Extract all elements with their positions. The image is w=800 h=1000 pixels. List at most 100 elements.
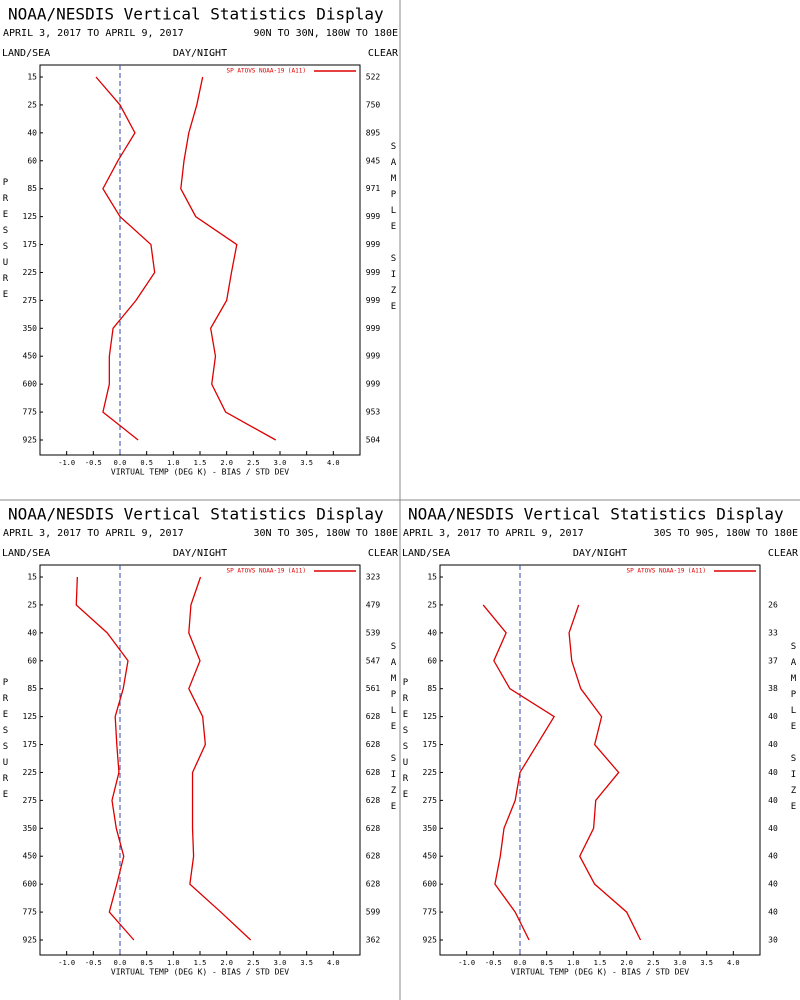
pressure-label: 125 xyxy=(423,712,438,721)
region: 30S TO 90S, 180W TO 180E xyxy=(654,528,799,539)
sample-size: 999 xyxy=(366,296,381,305)
sample-size: 26 xyxy=(768,600,778,609)
y-axis-label: PRESSURE xyxy=(1,678,11,806)
x-tick-label: -0.5 xyxy=(85,459,102,467)
x-tick-label: 3.0 xyxy=(674,959,687,967)
panel: NOAA/NESDIS Vertical Statistics Display A… xyxy=(1,505,399,977)
x-tick-label: 0.0 xyxy=(114,959,127,967)
sample-size: 362 xyxy=(366,936,381,945)
pressure-label: 450 xyxy=(23,352,38,361)
x-axis-label: VIRTUAL TEMP (DEG K) - BIAS / STD DEV xyxy=(111,968,289,977)
pressure-label: 60 xyxy=(27,156,37,165)
pressure-label: 775 xyxy=(23,408,38,417)
x-tick-label: -0.5 xyxy=(85,959,102,967)
day-night-label: DAY/NIGHT xyxy=(173,48,227,59)
sample-size: 999 xyxy=(366,212,381,221)
x-tick-label: 1.0 xyxy=(167,959,180,967)
profile-line xyxy=(188,576,252,941)
y-axis-label: PRESSURE xyxy=(1,178,11,306)
pressure-label: 450 xyxy=(23,852,38,861)
sample-size: 628 xyxy=(366,824,381,833)
clear-label: CLEAR xyxy=(368,48,399,59)
date-range: APRIL 3, 2017 TO APRIL 9, 2017 xyxy=(403,528,584,539)
plot-frame xyxy=(39,64,361,456)
date-range: APRIL 3, 2017 TO APRIL 9, 2017 xyxy=(3,28,184,39)
x-tick-label: 4.0 xyxy=(327,959,340,967)
x-tick-label: 2.0 xyxy=(220,959,233,967)
sample-size: 895 xyxy=(366,128,381,137)
pressure-label: 85 xyxy=(27,684,37,693)
legend-label: SP ATOVS NOAA-19 (A11) xyxy=(227,68,306,75)
pressure-label: 600 xyxy=(23,380,38,389)
region: 30N TO 30S, 180W TO 180E xyxy=(254,528,399,539)
x-tick-label: 1.5 xyxy=(194,459,207,467)
sample-size: 628 xyxy=(366,880,381,889)
x-tick-label: 3.0 xyxy=(274,459,287,467)
panel: NOAA/NESDIS Vertical Statistics Display A… xyxy=(401,505,799,977)
y-axis-label: PRESSURE xyxy=(401,678,411,806)
sample-size: 37 xyxy=(768,656,778,665)
sample-size: 628 xyxy=(366,796,381,805)
x-tick-label: 1.5 xyxy=(194,959,207,967)
pressure-label: 25 xyxy=(27,600,37,609)
sample-size: 628 xyxy=(366,768,381,777)
pressure-label: 275 xyxy=(423,796,438,805)
x-tick-label: 1.0 xyxy=(167,459,180,467)
sample-size: 40 xyxy=(768,740,778,749)
sample-size: 40 xyxy=(768,712,778,721)
x-tick-label: 0.5 xyxy=(140,959,153,967)
x-tick-label: 2.0 xyxy=(620,959,633,967)
pressure-label: 40 xyxy=(27,628,37,637)
sample-size: 33 xyxy=(768,628,778,637)
sample-size: 323 xyxy=(366,573,381,582)
sample-size: 999 xyxy=(366,240,381,249)
x-tick-label: 2.0 xyxy=(220,459,233,467)
plot-frame xyxy=(39,564,361,956)
x-tick-label: 1.0 xyxy=(567,959,580,967)
panel-title: NOAA/NESDIS Vertical Statistics Display xyxy=(8,5,384,24)
x-tick-label: 1.5 xyxy=(594,959,607,967)
x-tick-label: 0.0 xyxy=(114,459,127,467)
sample-size: 547 xyxy=(366,656,381,665)
y2-axis-label: SAMPLE SIZE xyxy=(389,142,399,318)
x-axis-label: VIRTUAL TEMP (DEG K) - BIAS / STD DEV xyxy=(511,968,689,977)
x-tick-label: -1.0 xyxy=(58,959,75,967)
pressure-label: 350 xyxy=(23,324,38,333)
sample-size: 628 xyxy=(366,740,381,749)
pressure-label: 25 xyxy=(27,100,37,109)
sample-size: 628 xyxy=(366,852,381,861)
sample-size: 953 xyxy=(366,408,381,417)
sample-size: 750 xyxy=(366,100,381,109)
pressure-label: 225 xyxy=(23,268,38,277)
pressure-label: 175 xyxy=(23,740,38,749)
pressure-label: 450 xyxy=(423,852,438,861)
pressure-label: 125 xyxy=(23,212,38,221)
pressure-label: 275 xyxy=(23,796,38,805)
legend-label: SP ATOVS NOAA-19 (A11) xyxy=(227,568,306,575)
land-sea-label: LAND/SEA xyxy=(402,548,450,559)
pressure-label: 85 xyxy=(27,184,37,193)
pressure-label: 25 xyxy=(427,600,437,609)
x-tick-label: 4.0 xyxy=(727,959,740,967)
legend-label: SP ATOVS NOAA-19 (A11) xyxy=(627,568,706,575)
pressure-label: 175 xyxy=(423,740,438,749)
pressure-label: 225 xyxy=(23,768,38,777)
x-tick-label: 0.0 xyxy=(514,959,527,967)
region: 90N TO 30N, 180W TO 180E xyxy=(254,28,399,39)
x-tick-label: 4.0 xyxy=(327,459,340,467)
pressure-label: 85 xyxy=(427,684,437,693)
pressure-label: 925 xyxy=(23,936,38,945)
panel-title: NOAA/NESDIS Vertical Statistics Display xyxy=(408,505,784,524)
pressure-label: 775 xyxy=(23,908,38,917)
panel-title: NOAA/NESDIS Vertical Statistics Display xyxy=(8,505,384,524)
profile-line xyxy=(568,604,642,941)
sample-size: 40 xyxy=(768,768,778,777)
plot-frame xyxy=(439,564,761,956)
profile-line xyxy=(482,604,556,941)
x-tick-label: 3.5 xyxy=(300,959,313,967)
pressure-label: 40 xyxy=(27,128,37,137)
date-range: APRIL 3, 2017 TO APRIL 9, 2017 xyxy=(3,528,184,539)
clear-label: CLEAR xyxy=(768,548,799,559)
